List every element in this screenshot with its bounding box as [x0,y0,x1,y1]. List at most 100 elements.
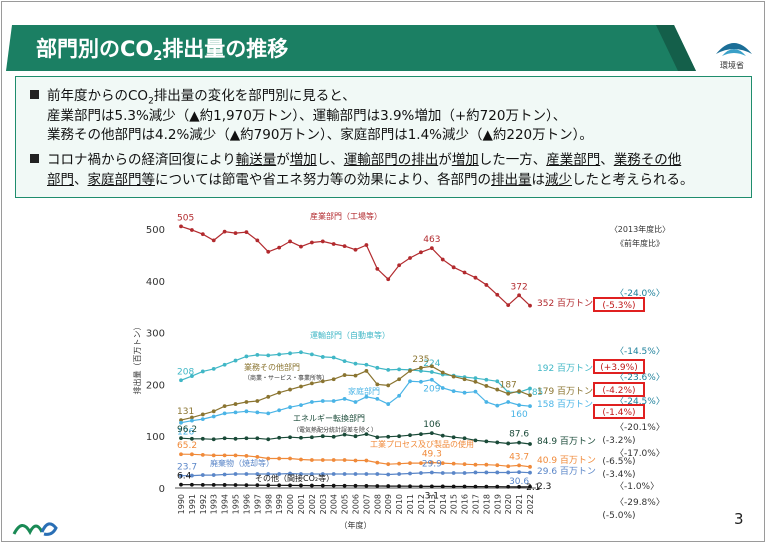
series-point [506,391,511,396]
series-point [255,472,260,476]
series-point [353,373,358,378]
series-point [386,402,391,406]
data-label: 126 [177,428,194,438]
series-point [222,362,227,367]
series-point [320,472,325,476]
summary-bullet-2-line-1: コロナ禍からの経済回復により輸送量が増加し、運輸部門の排出が増加した一方、産業部… [30,151,681,170]
data-label: 87.6 [509,430,529,440]
x-tick-label: 2006 [352,494,361,514]
series-point [266,394,271,399]
series-end-value-label: 2.3 [537,482,551,492]
series-point [342,458,347,462]
series-point [353,400,358,404]
series-point [200,473,205,477]
data-label: 131 [177,407,194,417]
series-point [277,472,282,476]
series-point [200,482,205,487]
series-point [179,420,183,425]
series-point [375,266,380,271]
series-point [408,369,412,373]
series-point [288,387,292,392]
series-point [408,461,412,466]
series-point [277,456,282,461]
series-name-label: 廃棄物（焼却等） [210,458,274,468]
series-point [299,435,303,440]
x-axis-label: （年度） [340,520,372,530]
series-point [266,249,271,254]
y-tick-label: 0 [159,484,165,495]
series-point [200,417,205,422]
series-point [266,411,271,416]
summary-bullet-2-line-2: 部門、家庭部門等については節電や省エネ努力等の効果により、各部門の排出量は減少し… [47,172,694,188]
series-point [233,472,238,476]
series-point [506,303,511,308]
series-point [233,483,238,487]
series-point [364,243,369,247]
vsprev-change-label: (-5.0%) [602,511,635,521]
series-point [200,232,205,237]
title-bar: 部門別のCO2排出量の推移 [6,25,696,71]
series-point [408,433,412,438]
series-point [211,453,216,458]
series-point [375,484,380,488]
series-point [517,440,521,445]
series-point [473,275,478,280]
series-point [299,483,303,488]
vsprev-highlight-box [593,404,645,419]
series-point [342,483,347,488]
series-point [233,436,238,441]
series-point [244,436,249,441]
series-point [484,470,489,475]
series-point [331,355,336,360]
x-tick-label: 2012 [417,494,426,514]
series-point [462,484,467,489]
series-point [299,384,303,389]
series-point [353,472,358,476]
series-point [364,483,369,488]
x-tick-label: 2007 [362,494,371,514]
vsprev-change-label: (+3.9%) [600,363,637,373]
series-point [528,442,532,446]
series-point [288,239,292,244]
series-point [342,432,347,437]
series-end-value-label: 352 百万トン [537,298,593,309]
vs2013-column-header: 〈2013年度比〉 [610,224,670,234]
page-title: 部門別のCO2排出量の推移 [36,37,289,64]
series-point [440,386,445,390]
data-label: 187 [500,381,517,391]
y-tick-label: 200 [146,380,165,391]
series-point [506,464,511,469]
x-tick-label: 2008 [373,494,382,514]
series-point [484,283,489,287]
vs2013-change-label: 〈-17.0%〉 [615,448,665,459]
series-point [309,483,314,488]
series-point [331,434,336,439]
series-point [277,483,282,488]
series-name-label: エネルギー転換部門 [293,413,365,423]
series-point [342,359,347,363]
series-point [473,484,478,489]
series-point [179,452,183,457]
series-end-value-label: 192 百万トン [537,363,593,374]
series-point [440,484,445,489]
series-name-label: 工業プロセス及び製品の使用 [370,439,474,449]
series-name-label: 家庭部門 [348,386,380,396]
series-point [528,393,532,398]
x-tick-label: 2010 [395,494,404,514]
x-tick-label: 1996 [242,494,251,514]
series-point [440,370,445,375]
series-point [200,412,205,417]
series-point [419,379,423,384]
series-point [484,462,489,467]
data-label: 372 [511,282,528,292]
series-point [528,386,532,391]
series-point [419,369,423,373]
series-point [386,367,391,372]
series-point [320,434,325,439]
series-point [462,462,467,467]
series-point [397,434,402,439]
x-tick-label: 1995 [232,494,241,514]
series-point [190,436,194,441]
series-point [222,472,227,477]
series-name-label: その他（間接CO₂等） [255,473,334,483]
